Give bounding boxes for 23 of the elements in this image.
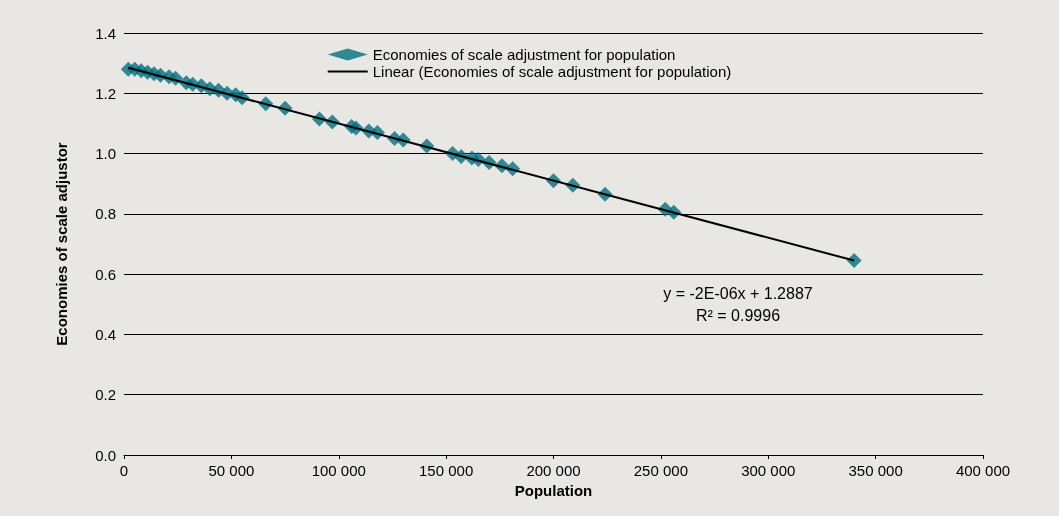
x-tick-label: 100 000 [311, 462, 366, 479]
x-tick-label: 350 000 [848, 462, 903, 479]
y-axis-title: Economies of scale adjustor [53, 142, 70, 346]
annotation: y = -2E-06x + 1.2887 [663, 284, 813, 302]
annotation: R² = 0.9996 [695, 306, 781, 324]
x-tick-label: 200 000 [526, 462, 581, 479]
y-tick-label: 0.4 [95, 325, 116, 343]
x-tick-label: 250 000 [633, 462, 688, 479]
y-tick-label: 0.6 [95, 265, 116, 283]
y-tick-label: 1.4 [95, 24, 116, 42]
x-tick-label: 0 [119, 462, 129, 479]
x-axis-title: Population [514, 481, 593, 499]
y-tick-label: 1.0 [95, 145, 116, 163]
legend-label: Linear (Economies of scale adjustment for population) [372, 63, 732, 80]
y-tick-label: 0.2 [95, 386, 116, 404]
legend-label: Economies of scale adjustment for population [372, 46, 676, 63]
y-tick-label: 0.0 [95, 446, 116, 464]
y-tick-label: 1.2 [95, 84, 116, 102]
x-tick-label: 300 000 [741, 462, 796, 479]
x-tick-label: 150 000 [419, 462, 474, 479]
y-tick-label: 0.8 [95, 205, 116, 223]
x-tick-label: 400 000 [955, 462, 1011, 479]
x-tick-label: 50 000 [208, 462, 255, 479]
